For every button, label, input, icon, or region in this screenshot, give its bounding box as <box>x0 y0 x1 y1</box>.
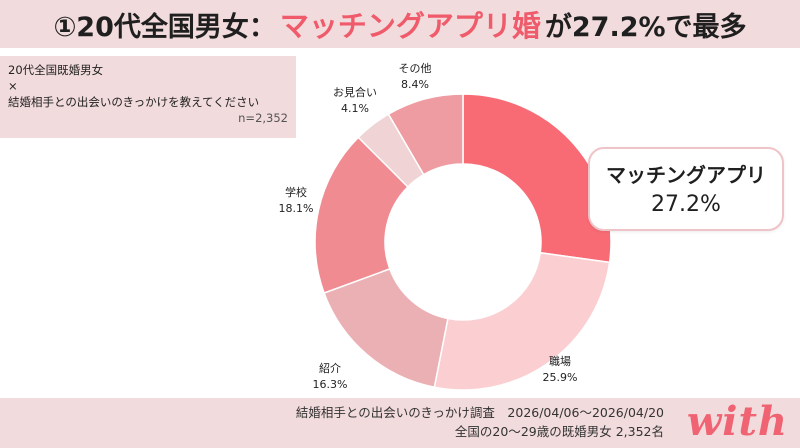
survey-source: 結婚相手との出会いのきっかけ調査 2026/04/06〜2026/04/20 全… <box>296 403 664 441</box>
title-prefix: ①20代全国男女： <box>53 11 276 43</box>
question-target: 20代全国既婚男女 <box>8 63 104 77</box>
title-highlight: マッチングアプリ婚 <box>279 9 541 43</box>
slice-value-label: 16.3% <box>313 378 348 391</box>
donut-slice-0 <box>462 93 612 264</box>
question-cross: × <box>8 79 18 93</box>
slice-value-label: 25.9% <box>543 371 578 384</box>
slice-category-label: 職場 <box>549 355 571 368</box>
donut-slice-1 <box>433 251 611 391</box>
question-text: 結婚相手との出会いのきっかけを教えてください <box>8 95 260 109</box>
slice-value-label: 18.1% <box>279 202 314 215</box>
callout-value: 27.2% <box>651 192 721 217</box>
with-logo: with <box>686 398 788 445</box>
sample-size: n=2,352 <box>238 111 288 125</box>
callout-label: マッチングアプリ <box>606 163 766 187</box>
slice-category-label: 紹介 <box>319 362 341 375</box>
slice-category-label: その他 <box>399 62 432 75</box>
page-title: ①20代全国男女： マッチングアプリ婚 が27.2%で最多 <box>0 0 800 48</box>
slice-category-label: お見合い <box>333 85 377 99</box>
slice-value-label: 4.1% <box>341 102 369 115</box>
source-line-2: 全国の20〜29歳の既婚男女 2,352名 <box>454 424 664 439</box>
donut-slice-5 <box>387 93 464 176</box>
slice-category-label: 学校 <box>285 185 307 199</box>
slice-value-label: 8.4% <box>401 78 429 91</box>
title-suffix: が27.2%で最多 <box>544 11 747 43</box>
survey-question-box: 20代全国既婚男女 × 結婚相手との出会いのきっかけを教えてください n=2,3… <box>0 56 296 138</box>
highlight-callout: マッチングアプリ 27.2% <box>588 147 784 231</box>
source-line-1: 結婚相手との出会いのきっかけ調査 2026/04/06〜2026/04/20 <box>295 405 664 420</box>
footer: 結婚相手との出会いのきっかけ調査 2026/04/06〜2026/04/20 全… <box>0 398 800 448</box>
